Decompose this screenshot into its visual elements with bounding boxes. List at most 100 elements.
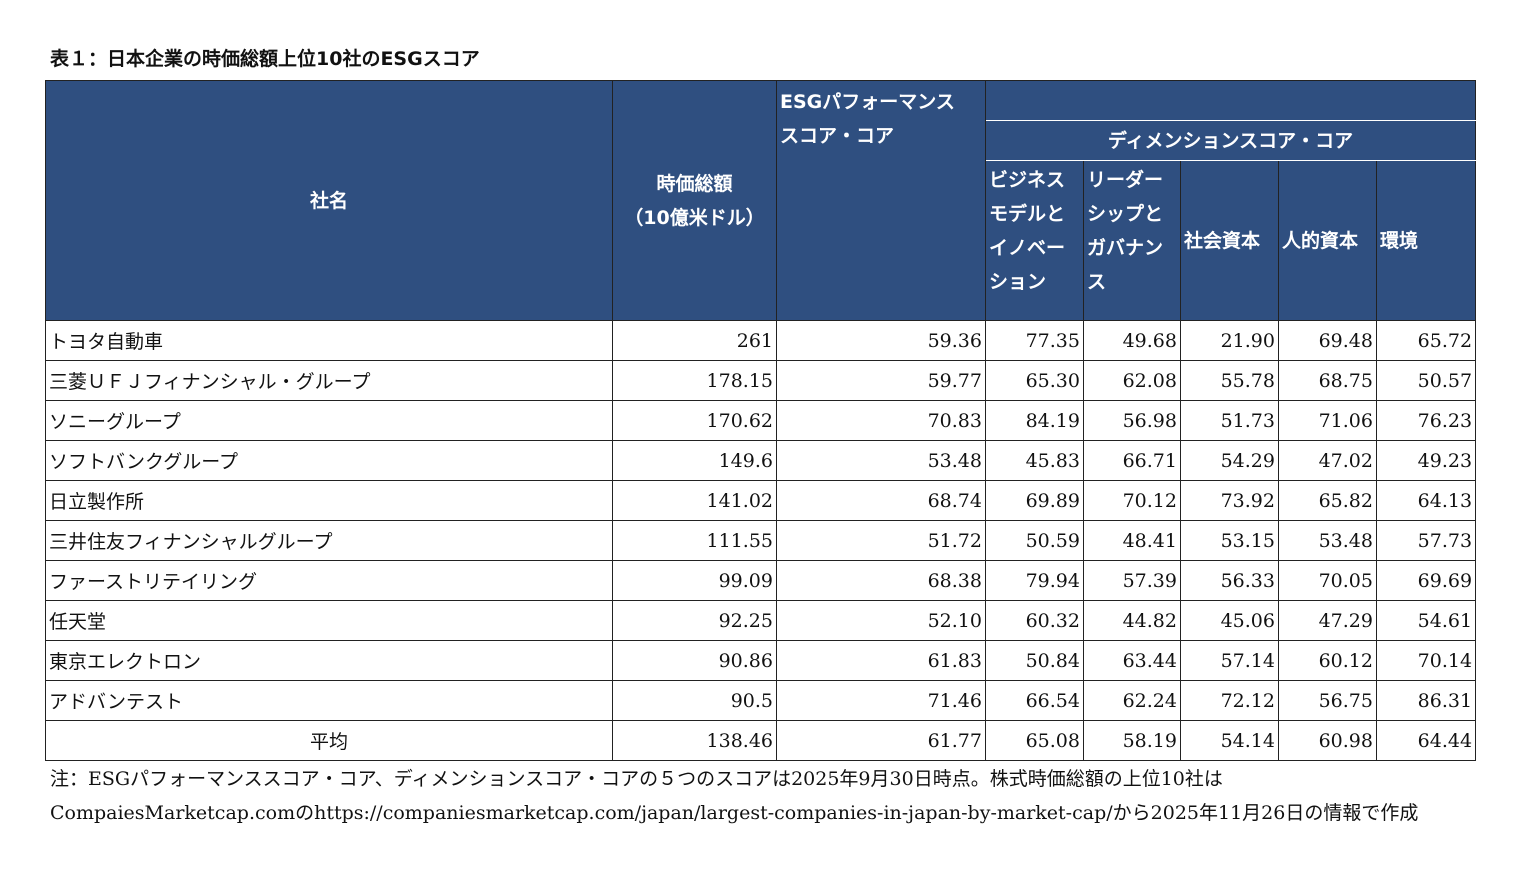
cell-value: 70.05	[1278, 560, 1377, 601]
cell-value: 62.08	[1083, 360, 1181, 401]
cell-value: 57.14	[1180, 640, 1279, 681]
cell-value: 53.48	[1278, 520, 1377, 561]
cell-value: 90.5	[612, 680, 777, 721]
cell-value: 69.48	[1278, 320, 1377, 361]
cell-value: 71.46	[776, 680, 986, 721]
cell-name: アドバンテスト	[45, 680, 613, 721]
cell-value: 47.29	[1278, 600, 1377, 641]
note: 注：ESGパフォーマンススコア・コア、ディメンションスコア・コアの５つのスコアは…	[50, 768, 1223, 790]
cell-value: 90.86	[612, 640, 777, 681]
cell-value: 51.73	[1180, 400, 1279, 441]
cell-value: 57.39	[1083, 560, 1181, 601]
table-title: 表１：日本企業の時価総額上位10社のESGスコア	[50, 48, 480, 70]
cell-value: 44.82	[1083, 600, 1181, 641]
cell-value: 21.90	[1180, 320, 1279, 361]
cell-value: 54.29	[1180, 440, 1279, 481]
cell-value: 65.82	[1278, 480, 1377, 521]
table-row: ファーストリテイリング 99.09 68.38 79.94 57.39 56.33 70.0…	[45, 560, 1477, 601]
cell-value: 138.46	[612, 720, 777, 761]
cell-value: 55.78	[1180, 360, 1279, 401]
cell-name: 東京エレクトロン	[45, 640, 613, 681]
cell-value: 84.19	[985, 400, 1084, 441]
table-row: 任天堂 92.25 52.10 60.32 44.82 45.06 47.29 54.61	[45, 600, 1477, 641]
cell-value: 69.69	[1375, 560, 1477, 601]
cell-name: 平均	[45, 720, 613, 761]
header-dimension: ディメンションスコア・コア	[984, 120, 1477, 161]
table-row: 日立製作所 141.02 68.74 69.89 70.12 73.92 65.82 64.1…	[45, 480, 1477, 521]
cell-value: 63.44	[1083, 640, 1181, 681]
cell-value: 73.92	[1180, 480, 1279, 521]
cell-name: ソフトバンクグループ	[45, 440, 613, 481]
cell-value: 61.83	[776, 640, 986, 681]
cell-value: 64.13	[1375, 480, 1477, 521]
cell-value: 65.30	[985, 360, 1084, 401]
table-row: アドバンテスト 90.5 71.46 66.54 62.24 72.12 56.75 86.3…	[45, 680, 1477, 721]
cell-value: 61.77	[776, 720, 986, 761]
cell-value: 69.89	[985, 480, 1084, 521]
cell-value: 51.72	[776, 520, 986, 561]
cell-value: 111.55	[612, 520, 777, 561]
cell-value: 62.24	[1083, 680, 1181, 721]
esg-table: 社名 時価総額 （10億米ドル） ESGパフォーマンス スコア・コア ディメンシ…	[45, 80, 1477, 761]
cell-value: 56.33	[1180, 560, 1279, 601]
cell-value: 60.98	[1278, 720, 1377, 761]
table-row: ソニーグループ 170.62 70.83 84.19 56.98 51.73 71.06 76…	[45, 400, 1477, 441]
header-market-cap: 時価総額 （10億米ドル）	[612, 80, 777, 321]
cell-value: 170.62	[612, 400, 777, 441]
cell-value: 54.61	[1375, 600, 1477, 641]
cell-value: 59.77	[776, 360, 986, 401]
cell-value: 49.68	[1083, 320, 1181, 361]
header-dim: 人的資本	[1278, 160, 1377, 321]
average-row: 平均 138.46 61.77 65.08 58.19 54.14 60.98 64.44	[45, 720, 1477, 761]
cell-value: 57.73	[1375, 520, 1477, 561]
table-row: トヨタ自動車 261 59.36 77.35 49.68 21.90 69.48 65.72	[45, 320, 1477, 361]
cell-value: 71.06	[1278, 400, 1377, 441]
cell-value: 52.10	[776, 600, 986, 641]
table-row: ソフトバンクグループ 149.6 53.48 45.83 66.71 54.29 47.02…	[45, 440, 1477, 481]
cell-value: 59.36	[776, 320, 986, 361]
cell-value: 48.41	[1083, 520, 1181, 561]
cell-name: 三井住友フィナンシャルグループ	[45, 520, 613, 561]
table-row: 東京エレクトロン 90.86 61.83 50.84 63.44 57.14 60.12 70…	[45, 640, 1477, 681]
cell-value: 92.25	[612, 600, 777, 641]
cell-value: 53.15	[1180, 520, 1279, 561]
cell-value: 56.98	[1083, 400, 1181, 441]
header-esg: ESGパフォーマンス スコア・コア	[776, 80, 986, 321]
cell-value: 45.83	[985, 440, 1084, 481]
cell-value: 65.72	[1375, 320, 1477, 361]
cell-value: 68.38	[776, 560, 986, 601]
cell-value: 66.71	[1083, 440, 1181, 481]
header-dim: ビジネスモデルとイノベーション	[985, 160, 1084, 321]
cell-value: 261	[612, 320, 777, 361]
cell-name: ソニーグループ	[45, 400, 613, 441]
cell-value: 70.14	[1375, 640, 1477, 681]
header-name: 社名	[45, 80, 613, 321]
cell-value: 50.84	[985, 640, 1084, 681]
cell-value: 68.75	[1278, 360, 1377, 401]
table-row: 三井住友フィナンシャルグループ 111.55 51.72 50.59 48.41 53.1…	[45, 520, 1477, 561]
cell-name: 三菱ＵＦＪフィナンシャル・グループ	[45, 360, 613, 401]
cell-name: 日立製作所	[45, 480, 613, 521]
cell-value: 47.02	[1278, 440, 1377, 481]
cell-value: 54.14	[1180, 720, 1279, 761]
cell-value: 60.32	[985, 600, 1084, 641]
cell-name: トヨタ自動車	[45, 320, 613, 361]
cell-value: 58.19	[1083, 720, 1181, 761]
header-blank	[984, 80, 1477, 121]
header-dim: リーダーシップとガバナンス	[1083, 160, 1181, 321]
cell-value: 50.57	[1375, 360, 1477, 401]
cell-value: 49.23	[1375, 440, 1477, 481]
cell-value: 99.09	[612, 560, 777, 601]
cell-value: 178.15	[612, 360, 777, 401]
cell-value: 53.48	[776, 440, 986, 481]
cell-value: 86.31	[1375, 680, 1477, 721]
cell-value: 50.59	[985, 520, 1084, 561]
cell-value: 149.6	[612, 440, 777, 481]
cell-value: 66.54	[985, 680, 1084, 721]
cell-value: 68.74	[776, 480, 986, 521]
cell-value: 45.06	[1180, 600, 1279, 641]
cell-value: 65.08	[985, 720, 1084, 761]
cell-value: 70.83	[776, 400, 986, 441]
note: CompaiesMarketcap.comのhttps://companiesm…	[50, 802, 1419, 824]
